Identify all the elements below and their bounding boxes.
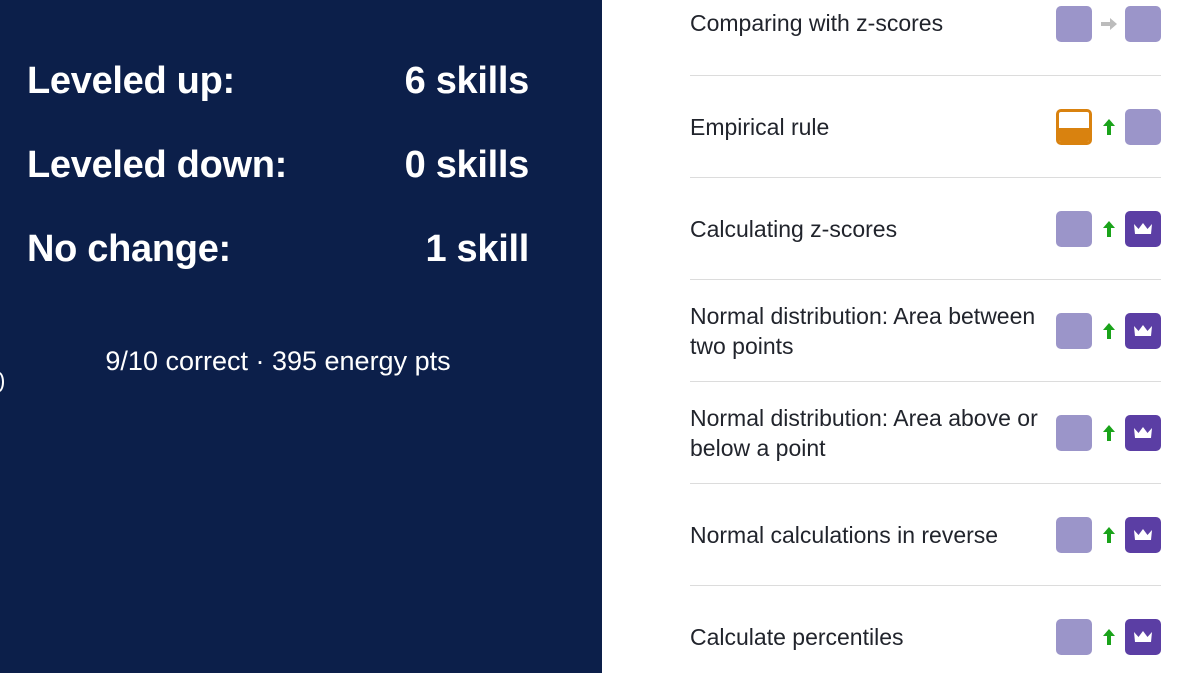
attempted-fill (1059, 128, 1089, 142)
arrow-up-icon (1098, 626, 1120, 648)
skill-level-change (1056, 414, 1161, 451)
skill-name[interactable]: Empirical rule (690, 113, 830, 140)
arrow-up-icon (1098, 218, 1120, 240)
crown-icon (1134, 222, 1152, 234)
mastered-level-badge (1125, 312, 1161, 349)
stat-value: 6 skills (404, 59, 530, 102)
stat-leveled-down: Leveled down: 0 skills (27, 141, 529, 189)
skill-row[interactable]: Normal distribution: Area above or below… (690, 382, 1161, 484)
skill-name[interactable]: Calculating z-scores (690, 215, 898, 242)
familiar-level-badge (1125, 108, 1161, 145)
skills-panel: Comparing with z-scores Empirical rule Cal… (602, 0, 1184, 673)
familiar-level-badge (1056, 312, 1092, 349)
skill-name[interactable]: Normal distribution: Area between two po… (690, 302, 1036, 359)
familiar-level-badge (1056, 618, 1092, 655)
skill-level-change (1056, 516, 1161, 553)
skill-row[interactable]: Comparing with z-scores (690, 0, 1161, 76)
stat-label: Leveled down: (27, 143, 288, 186)
stat-label: Leveled up: (27, 59, 235, 102)
arrow-up-icon (1098, 422, 1120, 444)
stat-value: 1 skill (425, 227, 529, 270)
result-summary: 9/10 correct · 395 energy pts (105, 346, 451, 376)
stat-leveled-up: Leveled up: 6 skills (27, 57, 529, 105)
crown-icon (1134, 630, 1152, 642)
familiar-level-badge (1056, 210, 1092, 247)
arrow-up-icon (1098, 320, 1120, 342)
skill-row[interactable]: Normal distribution: Area between two po… (690, 280, 1161, 382)
summary-panel: Leveled up: 6 skills Leveled down: 0 ski… (0, 0, 602, 673)
skill-level-change (1056, 618, 1161, 655)
stat-label: No change: (27, 227, 231, 270)
skill-name[interactable]: Normal distribution: Area above or below… (690, 404, 1038, 461)
skill-name[interactable]: Normal calculations in reverse (690, 521, 999, 548)
familiar-level-badge (1056, 414, 1092, 451)
crown-icon (1134, 528, 1152, 540)
skill-row[interactable]: Normal calculations in reverse (690, 484, 1161, 586)
mastered-level-badge (1125, 618, 1161, 655)
skill-name[interactable]: Comparing with z-scores (690, 10, 944, 36)
crown-icon (1134, 324, 1152, 336)
crown-icon (1134, 426, 1152, 438)
stat-value: 0 skills (404, 143, 530, 186)
skill-level-change (1056, 312, 1161, 349)
skill-level-change (1056, 6, 1161, 42)
arrow-right-icon (1098, 13, 1120, 35)
mastered-level-badge (1125, 516, 1161, 553)
familiar-level-badge (1056, 6, 1092, 42)
stat-no-change: No change: 1 skill (27, 225, 529, 273)
skill-list: Comparing with z-scores Empirical rule Cal… (690, 0, 1161, 673)
skill-level-change (1056, 108, 1161, 145)
mastered-level-badge (1125, 414, 1161, 451)
arrow-up-icon (1098, 116, 1120, 138)
mastered-level-badge (1125, 210, 1161, 247)
skill-name[interactable]: Calculate percentiles (690, 623, 904, 650)
skill-level-change (1056, 210, 1161, 247)
attempted-level-badge (1056, 108, 1092, 145)
familiar-level-badge (1125, 6, 1161, 42)
familiar-level-badge (1056, 516, 1092, 553)
skill-row[interactable]: Empirical rule (690, 76, 1161, 178)
skill-row[interactable]: Calculating z-scores (690, 178, 1161, 280)
arrow-up-icon (1098, 524, 1120, 546)
skill-row[interactable]: Calculate percentiles (690, 586, 1161, 673)
